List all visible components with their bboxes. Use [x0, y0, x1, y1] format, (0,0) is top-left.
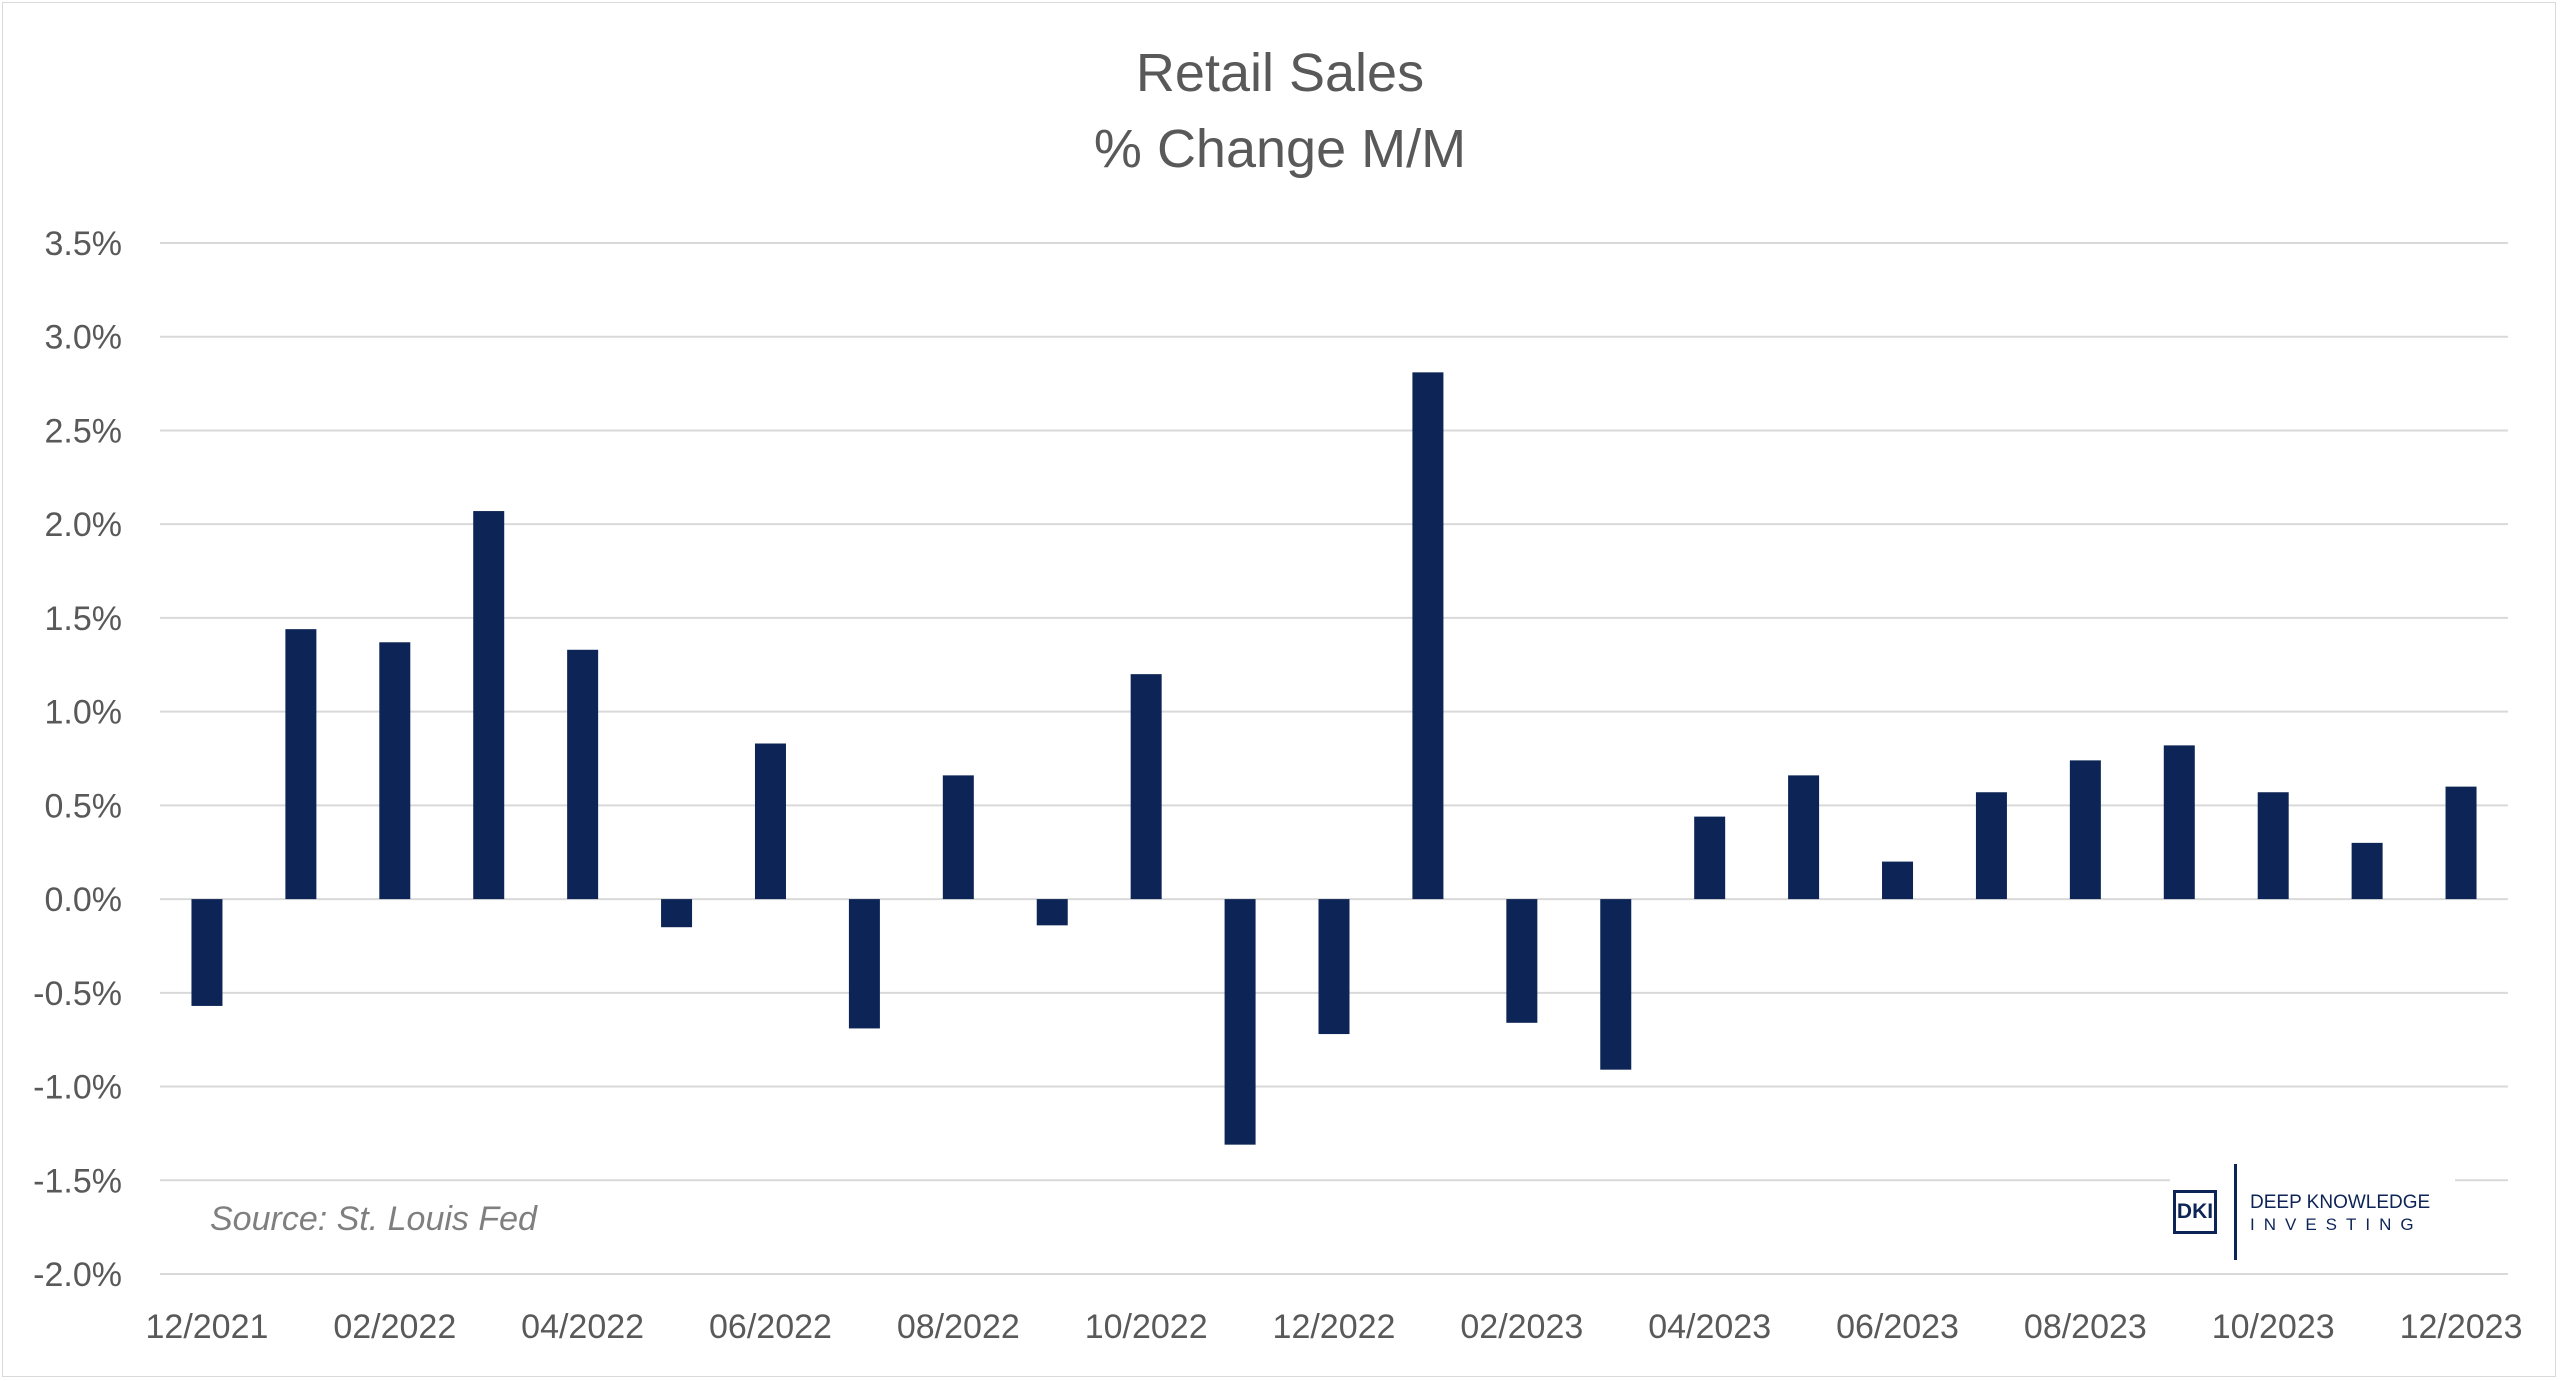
bar	[1412, 372, 1444, 900]
chart-title: Retail Sales	[1135, 43, 1425, 103]
x-tick-label: 08/2022	[897, 1308, 1020, 1346]
bar	[191, 899, 223, 1006]
bar	[1506, 899, 1538, 1023]
bar	[1318, 899, 1350, 1035]
logo-text-line2: INVESTING	[2250, 1215, 2423, 1234]
y-tick-label: 1.5%	[45, 600, 123, 638]
y-tick-label: 2.5%	[45, 412, 123, 450]
bar	[942, 775, 974, 900]
y-tick-label: 0.5%	[45, 787, 123, 825]
bar	[1224, 899, 1256, 1145]
x-tick-label: 08/2023	[2024, 1308, 2147, 1346]
bar	[1130, 674, 1162, 900]
x-tick-label: 12/2023	[2400, 1308, 2523, 1346]
x-tick-label: 06/2022	[709, 1308, 832, 1346]
x-tick-label: 12/2022	[1273, 1308, 1396, 1346]
bar	[2445, 786, 2477, 900]
logo-mark: DKI	[2173, 1190, 2217, 1234]
bar	[1788, 775, 1820, 900]
y-tick-label: 3.0%	[45, 319, 123, 357]
bar	[1600, 899, 1632, 1070]
bar	[2257, 792, 2289, 900]
bar	[1036, 899, 1068, 926]
x-tick-label: 02/2023	[1460, 1308, 1583, 1346]
bar	[754, 743, 786, 900]
y-tick-label: -0.5%	[33, 975, 122, 1013]
y-tick-label: 3.5%	[45, 225, 123, 263]
x-tick-label: 06/2023	[1836, 1308, 1959, 1346]
y-tick-label: -1.5%	[33, 1162, 122, 1200]
logo-text-line1: DEEP KNOWLEDGE	[2250, 1192, 2431, 1213]
x-tick-label: 12/2021	[146, 1308, 269, 1346]
chart-subtitle: % Change M/M	[1093, 119, 1467, 179]
dki-logo: DKI DEEP KNOWLEDGE INVESTING	[2170, 1162, 2455, 1262]
y-tick-label: 2.0%	[45, 506, 123, 544]
bar	[848, 899, 880, 1029]
y-tick-label: -1.0%	[33, 1069, 122, 1107]
bar	[1882, 861, 1914, 900]
bar	[379, 642, 411, 900]
source-annotation: Source: St. Louis Fed	[210, 1200, 537, 1238]
y-tick-label: 0.0%	[45, 881, 123, 919]
bar	[285, 629, 317, 900]
bar	[567, 649, 599, 900]
logo-divider	[2234, 1164, 2237, 1260]
x-tick-label: 02/2022	[333, 1308, 456, 1346]
bar	[1975, 792, 2007, 900]
bar	[661, 899, 693, 928]
x-tick-label: 04/2022	[521, 1308, 644, 1346]
bar	[2163, 745, 2195, 900]
x-tick-label: 04/2023	[1648, 1308, 1771, 1346]
y-tick-label: -2.0%	[33, 1256, 122, 1294]
x-tick-label: 10/2023	[2212, 1308, 2335, 1346]
bar	[2069, 760, 2101, 900]
bar	[1694, 816, 1726, 900]
y-tick-label: 1.0%	[45, 694, 123, 732]
bar	[473, 511, 505, 900]
bar	[2351, 842, 2383, 900]
x-tick-label: 10/2022	[1085, 1308, 1208, 1346]
